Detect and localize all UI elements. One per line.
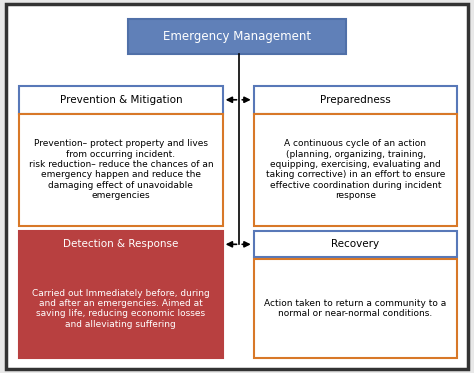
- FancyBboxPatch shape: [254, 259, 457, 358]
- Text: Prevention & Mitigation: Prevention & Mitigation: [60, 95, 182, 105]
- Text: Preparedness: Preparedness: [320, 95, 391, 105]
- FancyBboxPatch shape: [254, 231, 457, 257]
- FancyBboxPatch shape: [128, 19, 346, 54]
- FancyBboxPatch shape: [6, 4, 468, 369]
- FancyBboxPatch shape: [19, 259, 223, 358]
- FancyBboxPatch shape: [254, 114, 457, 226]
- Text: A continuous cycle of an action
(planning, organizing, training,
equipping, exer: A continuous cycle of an action (plannin…: [266, 139, 445, 200]
- FancyBboxPatch shape: [19, 114, 223, 226]
- FancyBboxPatch shape: [19, 86, 223, 114]
- FancyBboxPatch shape: [254, 86, 457, 114]
- FancyBboxPatch shape: [19, 231, 223, 257]
- Text: Action taken to return a community to a
normal or near-normal conditions.: Action taken to return a community to a …: [264, 299, 447, 319]
- Text: Recovery: Recovery: [331, 239, 380, 249]
- Text: Emergency Management: Emergency Management: [163, 30, 311, 43]
- Text: Detection & Response: Detection & Response: [63, 239, 179, 249]
- Text: Prevention– protect property and lives
from occurring incident.
risk reduction– : Prevention– protect property and lives f…: [28, 139, 213, 200]
- Text: Carried out Immediately before, during
and after an emergencies. Aimed at
saving: Carried out Immediately before, during a…: [32, 289, 210, 329]
